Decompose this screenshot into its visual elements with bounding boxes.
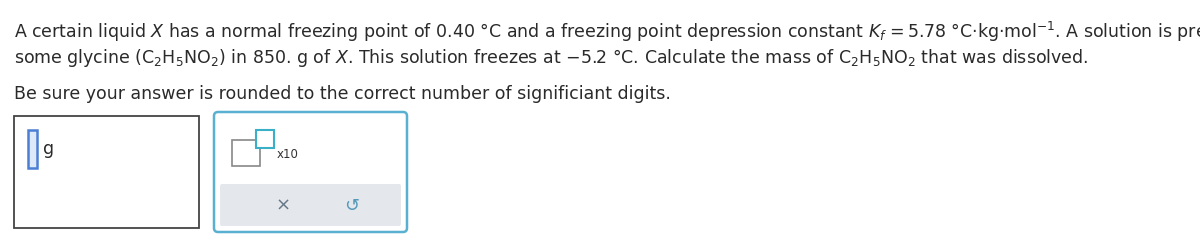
FancyBboxPatch shape [220, 184, 401, 226]
Bar [232, 140, 260, 166]
Bar [256, 130, 274, 148]
Text: g: g [43, 140, 54, 158]
Text: A certain liquid $\mathit{X}$ has a normal freezing point of 0.40 °C and a freez: A certain liquid $\mathit{X}$ has a norm… [14, 20, 1200, 44]
Text: ×: × [275, 197, 290, 215]
Text: x10: x10 [277, 149, 299, 161]
Bar [28, 130, 37, 168]
FancyBboxPatch shape [214, 112, 407, 232]
Text: ↺: ↺ [343, 197, 359, 215]
Bar [14, 116, 199, 228]
Text: some glycine (C$_{2}$H$_{5}$NO$_{2}$) in 850. g of $\mathit{X}$. This solution f: some glycine (C$_{2}$H$_{5}$NO$_{2}$) in… [14, 47, 1088, 69]
Text: Be sure your answer is rounded to the correct number of significiant digits.: Be sure your answer is rounded to the co… [14, 85, 671, 103]
